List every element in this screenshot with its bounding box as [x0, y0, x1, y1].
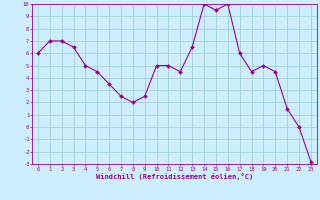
X-axis label: Windchill (Refroidissement éolien,°C): Windchill (Refroidissement éolien,°C) [96, 173, 253, 180]
